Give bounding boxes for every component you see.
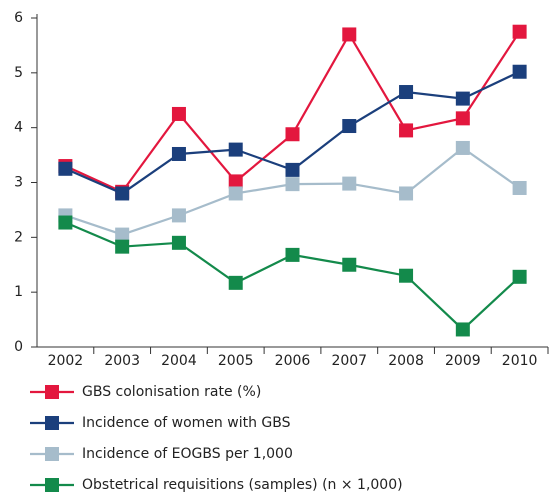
x-tick-label: 2007	[331, 353, 367, 369]
marker	[115, 227, 130, 242]
marker	[512, 269, 527, 284]
series-line	[65, 146, 521, 236]
marker	[285, 162, 300, 177]
y-tick-label: 4	[14, 120, 23, 136]
marker	[342, 176, 357, 191]
x-tick-label: 2008	[388, 353, 424, 369]
marker	[171, 106, 186, 121]
legend-marker	[45, 478, 59, 492]
marker	[399, 268, 414, 283]
marker	[58, 215, 73, 230]
marker	[228, 142, 243, 157]
y-tick-label: 2	[14, 229, 23, 245]
x-tick-label: 2005	[218, 353, 254, 369]
marker	[455, 140, 470, 155]
marker	[455, 91, 470, 106]
marker	[399, 186, 414, 201]
x-tick-label: 2010	[502, 353, 538, 369]
legend-label: Incidence of EOGBS per 1,000	[82, 446, 293, 462]
marker	[228, 174, 243, 189]
marker	[228, 186, 243, 201]
marker	[115, 186, 130, 201]
x-tick-label: 2006	[275, 353, 311, 369]
x-tick-label: 2009	[445, 353, 481, 369]
y-tick-label: 3	[14, 175, 23, 191]
marker	[342, 27, 357, 42]
marker	[512, 64, 527, 79]
x-tick-label: 2004	[161, 353, 197, 369]
legend-marker	[45, 385, 59, 399]
marker	[399, 85, 414, 100]
y-tick-label: 6	[14, 10, 23, 26]
marker	[58, 161, 73, 176]
y-tick-label: 5	[14, 65, 23, 81]
legend-label: GBS colonisation rate (%)	[82, 384, 261, 400]
marker	[455, 322, 470, 337]
x-tick-label: 2003	[104, 353, 140, 369]
marker	[171, 235, 186, 250]
y-tick-label: 0	[14, 339, 23, 355]
marker	[285, 127, 300, 142]
marker	[342, 257, 357, 272]
marker	[285, 177, 300, 192]
legend-label: Incidence of women with GBS	[82, 415, 291, 431]
marker	[171, 208, 186, 223]
x-tick-label: 2002	[48, 353, 84, 369]
marker	[285, 247, 300, 262]
series-line	[64, 221, 521, 331]
marker	[512, 24, 527, 39]
legend-label: Obstetrical requisitions (samples) (n × …	[82, 477, 403, 493]
y-tick-label: 1	[14, 284, 23, 300]
marker	[455, 111, 470, 126]
marker	[512, 180, 527, 195]
legend-marker	[45, 447, 59, 461]
marker	[115, 239, 130, 254]
legend-marker	[45, 416, 59, 430]
marker	[171, 146, 186, 161]
marker	[399, 123, 414, 138]
marker	[342, 119, 357, 134]
marker	[228, 275, 243, 290]
